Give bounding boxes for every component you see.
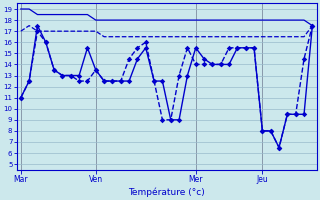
X-axis label: Température (°c): Température (°c)	[128, 187, 205, 197]
